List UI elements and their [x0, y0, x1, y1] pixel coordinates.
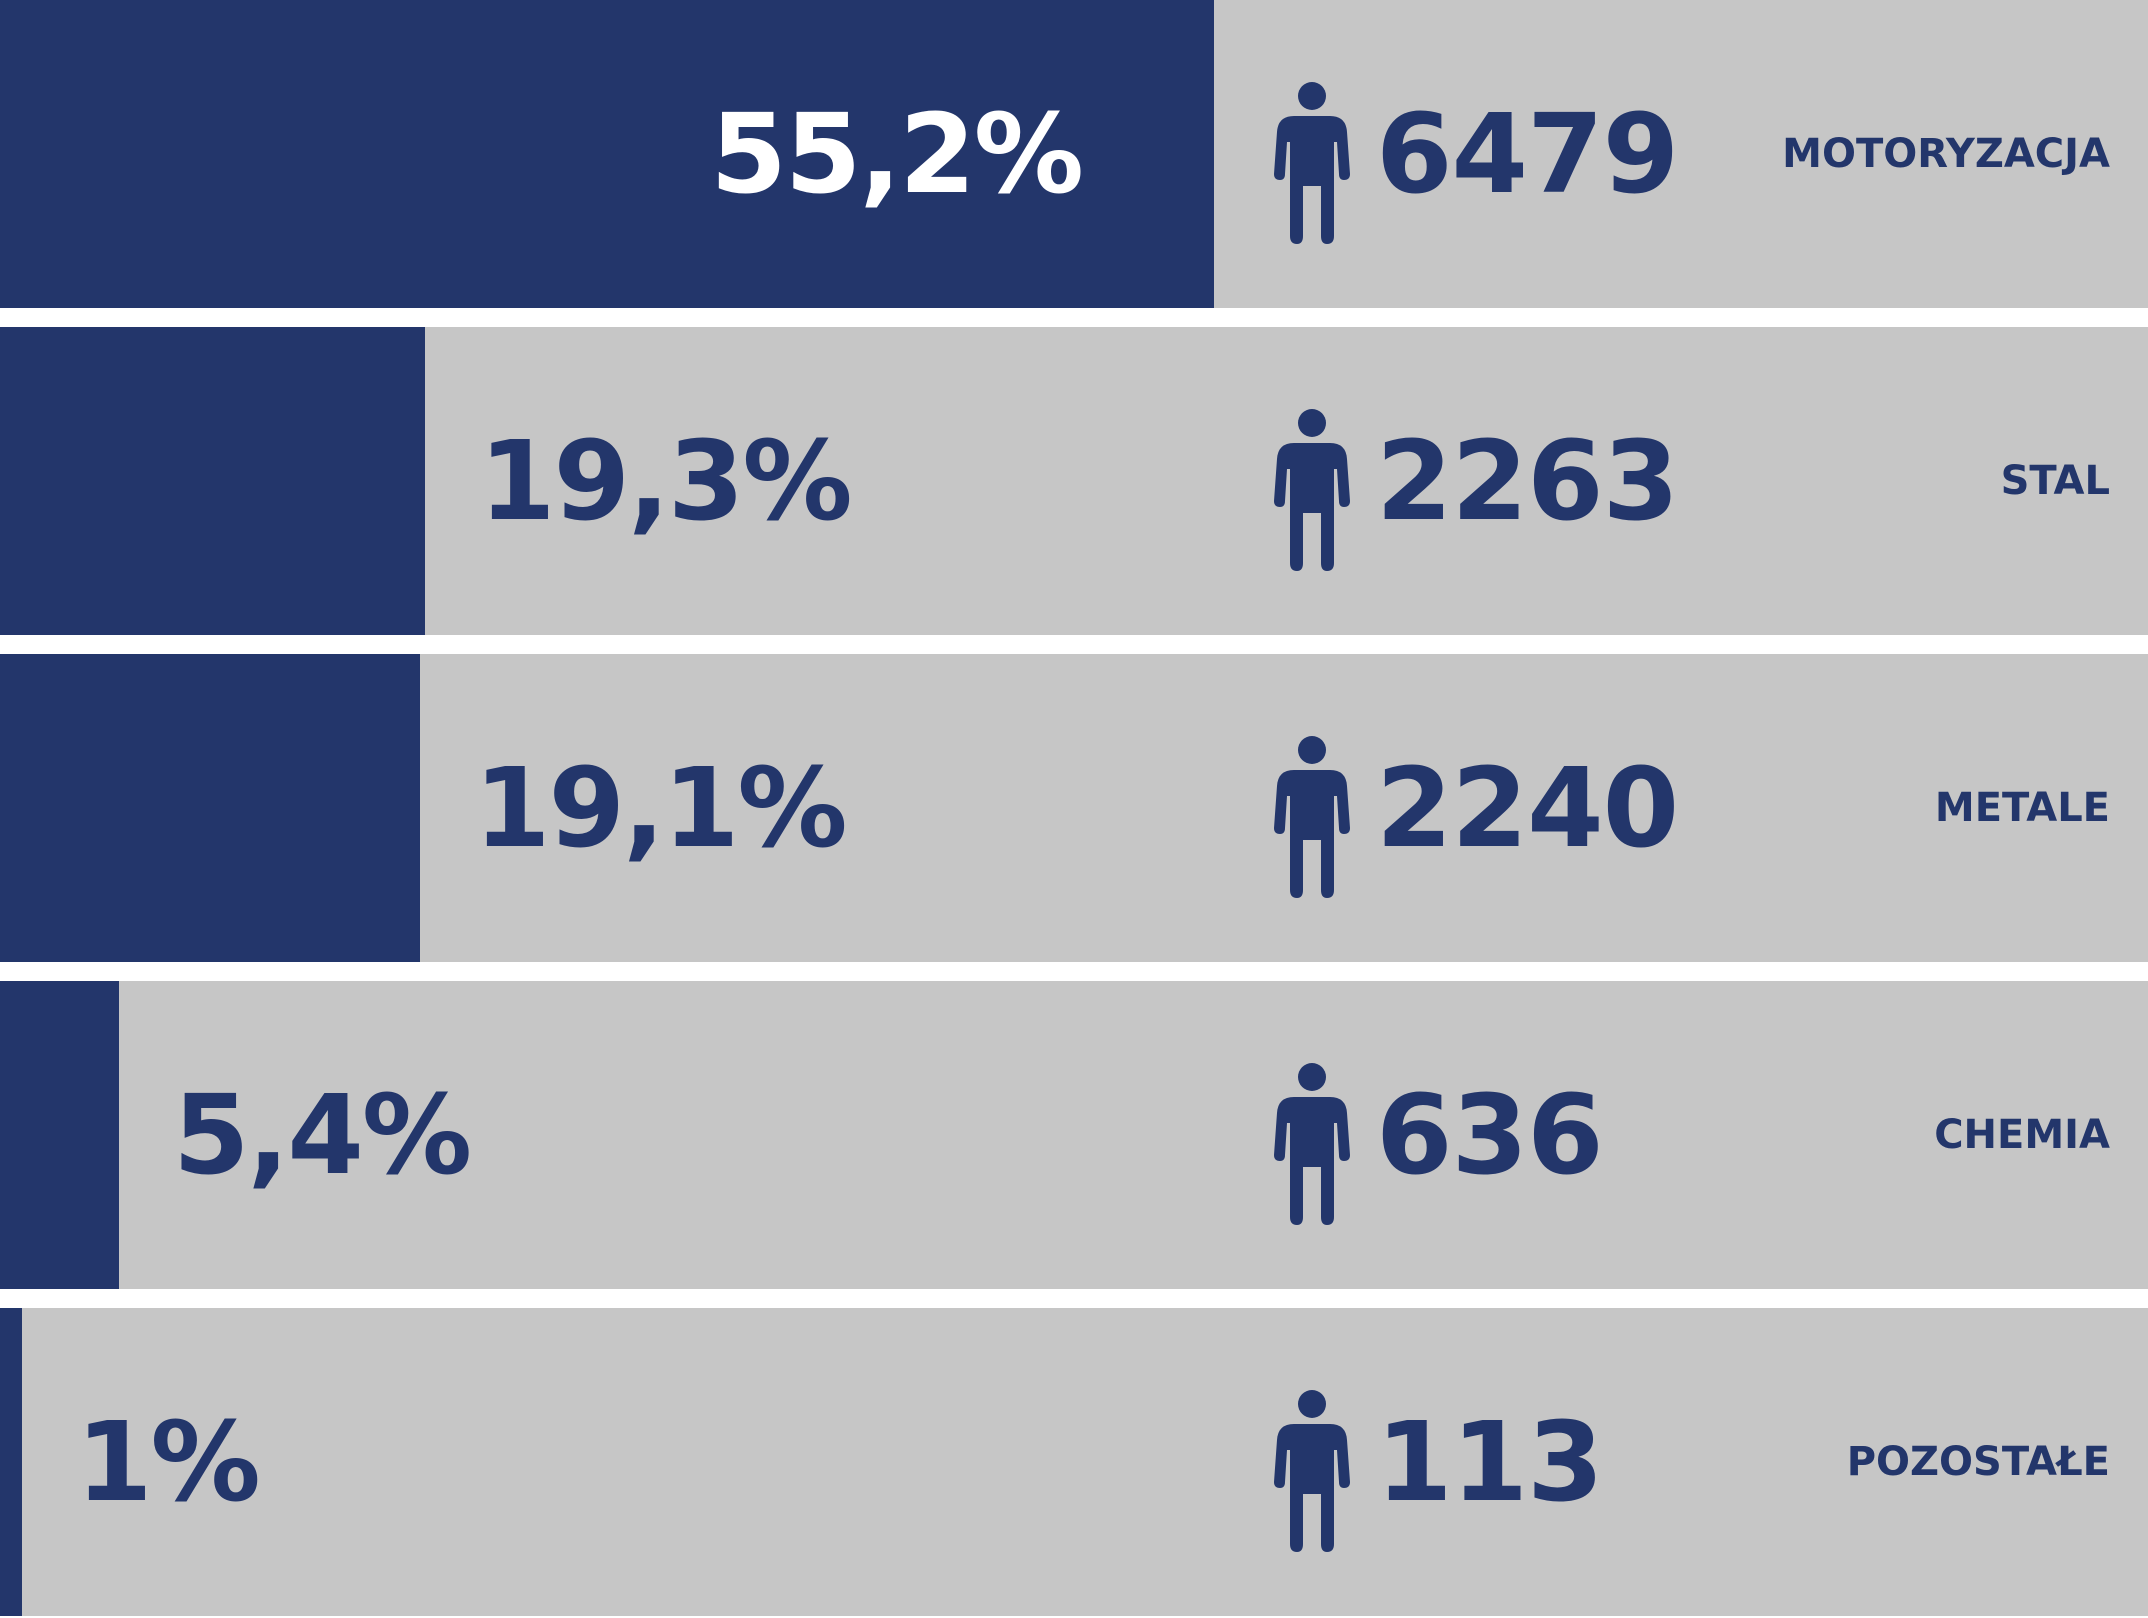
category-label: POZOSTAŁE	[1846, 1439, 2110, 1485]
bar-row: 5,4% 636 CHEMIA	[0, 981, 2148, 1289]
count-label: 113	[1376, 1398, 1604, 1526]
person-icon	[1274, 409, 1350, 571]
person-icon	[1274, 1063, 1350, 1225]
person-icon	[1274, 736, 1350, 898]
bar-row: 1% 113 POZOSTAŁE	[0, 1308, 2148, 1616]
bar	[0, 654, 420, 962]
category-label: MOTORYZACJA	[1782, 131, 2110, 177]
bar-row: 55,2% 6479 MOTORYZACJA	[0, 0, 2148, 308]
count-label: 636	[1376, 1071, 1604, 1199]
percent-label: 55,2%	[710, 90, 1084, 218]
bar-row: 19,3% 2263 STAL	[0, 327, 2148, 635]
percent-label: 19,1%	[474, 744, 848, 872]
percent-label: 1%	[76, 1398, 261, 1526]
bar	[0, 0, 1214, 308]
person-icon	[1274, 1390, 1350, 1552]
count-label: 6479	[1376, 90, 1679, 218]
bar	[0, 1308, 22, 1616]
percent-label: 19,3%	[479, 417, 853, 545]
person-icon	[1274, 82, 1350, 244]
category-label: STAL	[2000, 458, 2110, 504]
category-label: CHEMIA	[1934, 1112, 2110, 1158]
count-label: 2240	[1376, 744, 1679, 872]
count-label: 2263	[1376, 417, 1679, 545]
bar-row: 19,1% 2240 METALE	[0, 654, 2148, 962]
category-label: METALE	[1934, 785, 2110, 831]
percent-label: 5,4%	[173, 1071, 472, 1199]
bar	[0, 981, 119, 1289]
bar	[0, 327, 425, 635]
